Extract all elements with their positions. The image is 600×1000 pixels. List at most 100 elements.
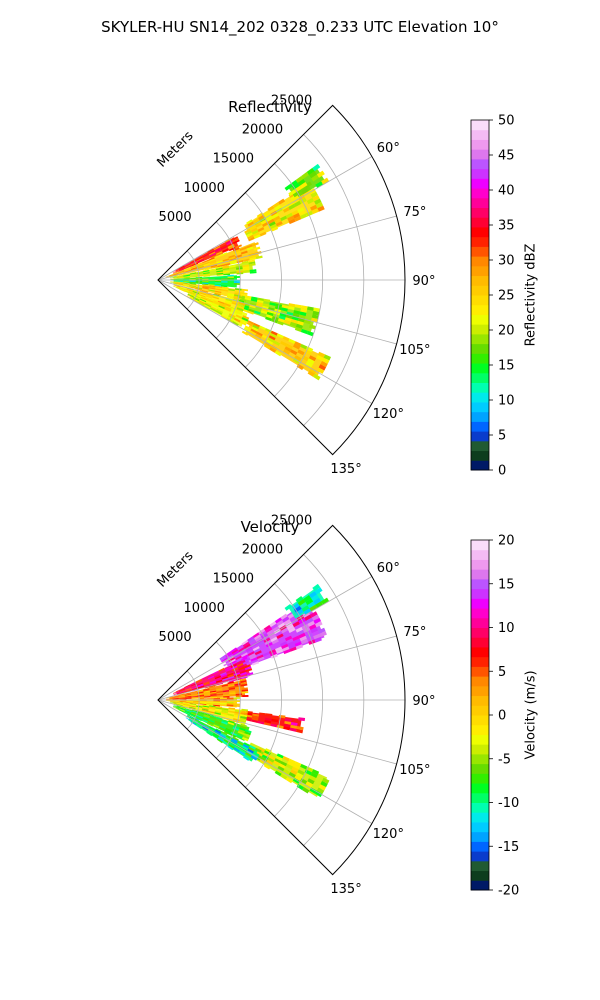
colorbar-tick-label: 25 [498, 289, 515, 304]
colorbar-segment [471, 207, 489, 218]
colorbar-segment [471, 382, 489, 393]
colorbar-segment [471, 304, 489, 315]
azimuth-spoke [157, 576, 373, 701]
colorbar-tick-label: 20 [498, 534, 515, 549]
colorbar-segment [471, 324, 489, 335]
velocity-echo-layer [165, 583, 330, 798]
colorbar-tick-label: 10 [498, 621, 515, 636]
azimuth-tick-label: 105° [399, 343, 430, 358]
azimuth-tick-label: 60° [377, 141, 400, 156]
azimuth-tick-label: 135° [330, 462, 361, 477]
range-tick-label: 5000 [159, 630, 192, 645]
colorbar-segment [471, 821, 489, 833]
azimuth-tick-label: 75° [403, 205, 426, 220]
reflectivity-colorbar: 0 5 10 15 20 25 30 35 40 45 50 [470, 114, 515, 479]
colorbar-segment [471, 431, 489, 442]
colorbar-segment [471, 314, 489, 325]
colorbar-segment [471, 792, 489, 803]
colorbar-segment [471, 744, 489, 755]
colorbar-segment [471, 285, 489, 296]
colorbar-segment [471, 295, 489, 306]
velocity-grid [157, 554, 405, 846]
velocity-title: Velocity [241, 518, 300, 536]
colorbar-tick-label: -15 [498, 840, 519, 855]
colorbar-tick-label: 35 [498, 219, 515, 234]
velocity-frame [157, 524, 406, 876]
azimuth-tick-label: 120° [373, 827, 404, 842]
figure-title: SKYLER-HU SN14_202 0328_0.233 UTC Elevat… [101, 18, 499, 37]
colorbar-segment [471, 753, 489, 765]
velocity-ticks: 60° 75° 90° 105° 120° 135° 5000 10000 15000 20000… [159, 513, 436, 897]
colorbar-segment [471, 363, 489, 374]
colorbar-tick-label: 5 [498, 429, 506, 444]
colorbar-segment [471, 353, 489, 364]
colorbar-segment [471, 880, 489, 891]
colorbar-tick-label: -20 [498, 884, 519, 899]
colorbar-segment [471, 588, 489, 599]
velocity-colorbar-label: Velocity (m/s) [524, 670, 539, 759]
echo-region [172, 656, 254, 696]
colorbar-segment [471, 372, 489, 383]
colorbar-segment [471, 851, 489, 862]
colorbar-segment [471, 217, 489, 228]
colorbar-segment [471, 656, 489, 667]
colorbar-segment [471, 540, 489, 551]
colorbar-segment [471, 637, 489, 648]
range-tick-label: 10000 [184, 601, 225, 616]
colorbar-tick-label: 10 [498, 394, 515, 409]
echo-region [170, 259, 257, 279]
colorbar-segment [471, 129, 489, 140]
echo-region [241, 710, 306, 734]
reflectivity-title: Reflectivity [228, 98, 312, 116]
colorbar-segment [471, 666, 489, 677]
reflectivity-frame [157, 104, 406, 456]
colorbar-tick-label: 20 [498, 324, 515, 339]
colorbar-segment [471, 802, 489, 813]
colorbar-segment [471, 178, 489, 189]
colorbar-segment [471, 773, 489, 784]
range-tick-label: 15000 [213, 572, 254, 587]
reflectivity-ticks: 60° 75° 90° 105° 120° 135° 5000 10000 15000 20000… [159, 93, 436, 477]
colorbar-segment [471, 841, 489, 852]
colorbar-segment [471, 450, 489, 461]
colorbar-segment [471, 559, 489, 570]
colorbar-segment [471, 460, 489, 471]
range-tick-label: 15000 [213, 152, 254, 167]
colorbar-tick-label: 50 [498, 114, 515, 129]
colorbar-segment [471, 627, 489, 638]
azimuth-spoke [157, 699, 373, 824]
echo-region [172, 236, 242, 274]
echo-region [284, 583, 330, 619]
azimuth-spoke [157, 215, 397, 281]
colorbar-segment [471, 256, 489, 267]
colorbar-segment [471, 226, 489, 238]
colorbar-segment [471, 831, 489, 842]
colorbar-segment [471, 812, 489, 823]
colorbar-segment [471, 158, 489, 170]
colorbar-tick-label: 40 [498, 184, 515, 199]
azimuth-spoke [157, 279, 397, 345]
colorbar-segment [471, 149, 489, 160]
colorbar-tick-label: 0 [498, 464, 506, 479]
velocity-panel: Velocity Meters 60° 75° 90° 105° 120° 135° 500… [155, 513, 539, 898]
echo-region [284, 163, 330, 202]
colorbar-segment [471, 275, 489, 286]
colorbar-segment [471, 860, 489, 872]
colorbar-segment [471, 236, 489, 247]
colorbar-tick-label: 5 [498, 665, 506, 680]
colorbar-segment [471, 411, 489, 422]
reflectivity-grid [157, 134, 405, 426]
colorbar-segment [471, 715, 489, 726]
reflectivity-colorbar-label: Reflectivity dBZ [524, 244, 539, 347]
echo-region [170, 274, 241, 288]
azimuth-tick-label: 105° [399, 763, 430, 778]
colorbar-segment [471, 265, 489, 277]
azimuth-tick-label: 60° [377, 561, 400, 576]
colorbar-segment [471, 578, 489, 590]
sector-frame [157, 104, 406, 456]
reflectivity-echo-layer [165, 163, 331, 381]
colorbar-segment [471, 333, 489, 345]
range-tick-label: 5000 [159, 210, 192, 225]
colorbar-segment [471, 783, 489, 794]
